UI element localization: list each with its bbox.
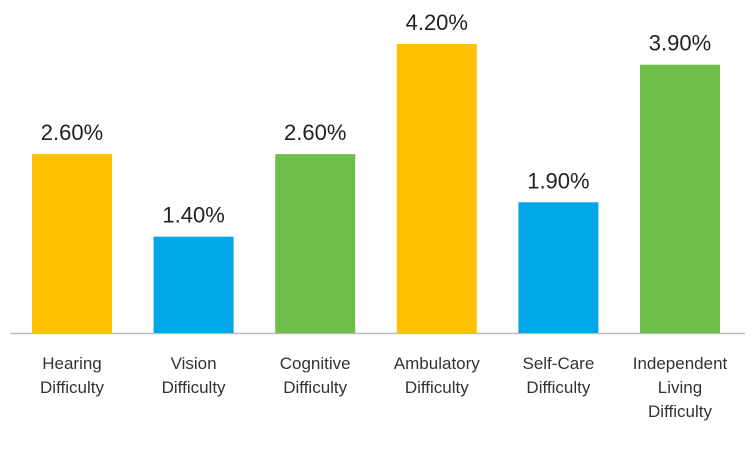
x-tick-label: Hearing Difficulty	[40, 354, 104, 397]
value-label: 1.40%	[162, 203, 224, 228]
x-tick-label: Independent Living Difficulty	[632, 354, 728, 421]
bar	[32, 154, 112, 333]
bar	[518, 202, 599, 333]
bar	[153, 236, 234, 333]
value-label: 3.90%	[649, 31, 711, 56]
x-tick-label: Cognitive Difficulty	[279, 354, 351, 397]
value-label: 1.90%	[527, 168, 589, 193]
bar	[275, 154, 356, 333]
value-label: 4.20%	[406, 10, 468, 35]
x-tick-label: Ambulatory Difficulty	[393, 354, 480, 397]
value-label: 2.60%	[41, 120, 103, 145]
bar	[396, 44, 477, 333]
value-label: 2.60%	[284, 120, 346, 145]
x-tick-label: Vision Difficulty	[161, 354, 226, 397]
bar	[640, 64, 720, 334]
x-tick-label: Self-Care Difficulty	[522, 354, 595, 397]
